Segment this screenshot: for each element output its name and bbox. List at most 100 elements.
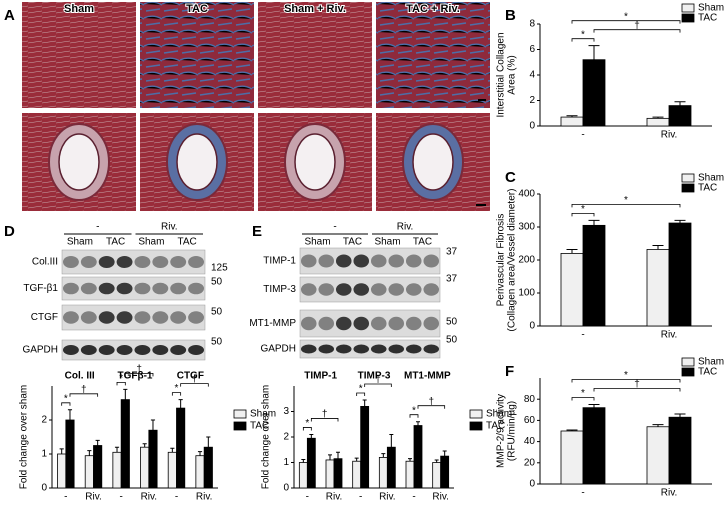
bar <box>413 425 423 489</box>
y-tick-label: 20 <box>524 457 536 468</box>
y-tick-label: 60 <box>524 415 536 426</box>
lane-label: TAC <box>413 237 432 248</box>
x-tick-label: - <box>119 492 122 501</box>
blot-band <box>62 345 79 355</box>
blot-band <box>353 254 370 268</box>
y-tick-label: 0 <box>41 483 47 494</box>
panel-label: D <box>4 223 15 240</box>
legend-swatch <box>681 357 695 367</box>
bar <box>560 430 584 485</box>
y-tick-label: 2 <box>41 415 47 426</box>
blot-band <box>188 282 205 295</box>
group-label: Riv. <box>161 222 177 233</box>
blot-band <box>134 256 151 268</box>
y-tick-label: 80 <box>524 394 536 405</box>
blot-band <box>388 283 405 296</box>
blot-band <box>116 311 133 324</box>
bar <box>352 460 362 489</box>
x-tick-label: Riv. <box>141 492 157 501</box>
significance-label: * <box>175 383 179 394</box>
significance-bracket <box>409 414 419 418</box>
blot-band <box>353 283 370 296</box>
significance-label: † <box>634 20 640 31</box>
y-tick-label: 2 <box>283 432 289 443</box>
significance-bracket <box>356 392 366 397</box>
error-bar <box>170 447 175 453</box>
bar <box>360 405 370 489</box>
lane-label: Sham <box>374 237 400 248</box>
blot-band <box>134 282 151 295</box>
histology-image <box>22 2 136 108</box>
band-label: GAPDH <box>260 344 296 355</box>
significance-bracket <box>571 397 595 401</box>
blot-band <box>423 283 440 296</box>
blot-band <box>405 344 422 354</box>
error-bar <box>416 421 420 426</box>
significance-label: * <box>581 204 585 215</box>
blot-band <box>188 311 205 324</box>
blot-band <box>335 316 352 331</box>
group-label: TGFβ-1 <box>118 371 153 382</box>
legend-swatch <box>681 367 695 377</box>
significance-label: † <box>429 396 435 407</box>
significance-bracket <box>571 213 595 217</box>
blot-band <box>62 256 79 268</box>
error-bar <box>336 451 340 459</box>
bar <box>148 429 158 489</box>
legend-swatch <box>233 421 247 431</box>
x-tick-label: - <box>581 330 584 341</box>
error-bar <box>652 424 664 427</box>
blot-band <box>80 345 97 355</box>
y-tick-label: 0 <box>529 121 535 132</box>
y-tick-label: 0 <box>283 483 289 494</box>
significance-bracket <box>417 405 446 409</box>
significance-label: † <box>634 379 640 390</box>
column-label: Sham + Riv. <box>284 3 346 15</box>
bar <box>582 224 606 327</box>
x-tick-label: Riv. <box>379 492 395 501</box>
legend-swatch <box>681 13 695 23</box>
legend-label: Sham <box>486 409 512 420</box>
y-tick-label: 6 <box>529 44 535 55</box>
error-bar <box>328 454 332 460</box>
bar <box>646 249 670 327</box>
error-bar <box>566 115 578 118</box>
x-tick-label: - <box>412 492 415 501</box>
bar <box>140 446 150 489</box>
error-bar <box>674 101 686 106</box>
blot-strip <box>61 249 206 275</box>
significance-label: * <box>581 388 585 399</box>
bar <box>440 455 450 489</box>
y-tick-label: 2 <box>529 95 535 106</box>
bar <box>378 456 388 489</box>
histology-image <box>140 2 254 108</box>
bar <box>65 419 75 489</box>
x-tick-label: Riv. <box>432 492 448 501</box>
legend-swatch <box>681 183 695 193</box>
x-tick-label: - <box>581 488 584 499</box>
legend-label: Sham <box>698 173 724 184</box>
significance-bracket <box>571 20 681 24</box>
significance-label: † <box>81 384 87 395</box>
error-bar <box>434 459 439 463</box>
panel-label: F <box>505 363 514 380</box>
histology <box>22 2 490 211</box>
group-label: Riv. <box>397 222 413 233</box>
legend-swatch <box>469 421 483 431</box>
blot-band <box>318 344 335 354</box>
band-label: CTGF <box>31 312 58 323</box>
blot-band <box>134 311 151 324</box>
column-label: TAC <box>186 3 208 15</box>
error-bar <box>142 443 147 448</box>
blot-band <box>353 344 370 354</box>
marker-label: 50 <box>211 277 223 288</box>
y-tick-label: 200 <box>518 255 535 266</box>
y-axis-label: (Collagen area/Vessel diameter) <box>507 189 518 332</box>
blot-band <box>318 283 335 296</box>
lane-label: Sham <box>304 237 330 248</box>
y-tick-label: 1 <box>41 449 47 460</box>
blot-strip <box>299 276 441 303</box>
significance-bracket <box>302 427 312 431</box>
lane-label: TAC <box>343 237 362 248</box>
